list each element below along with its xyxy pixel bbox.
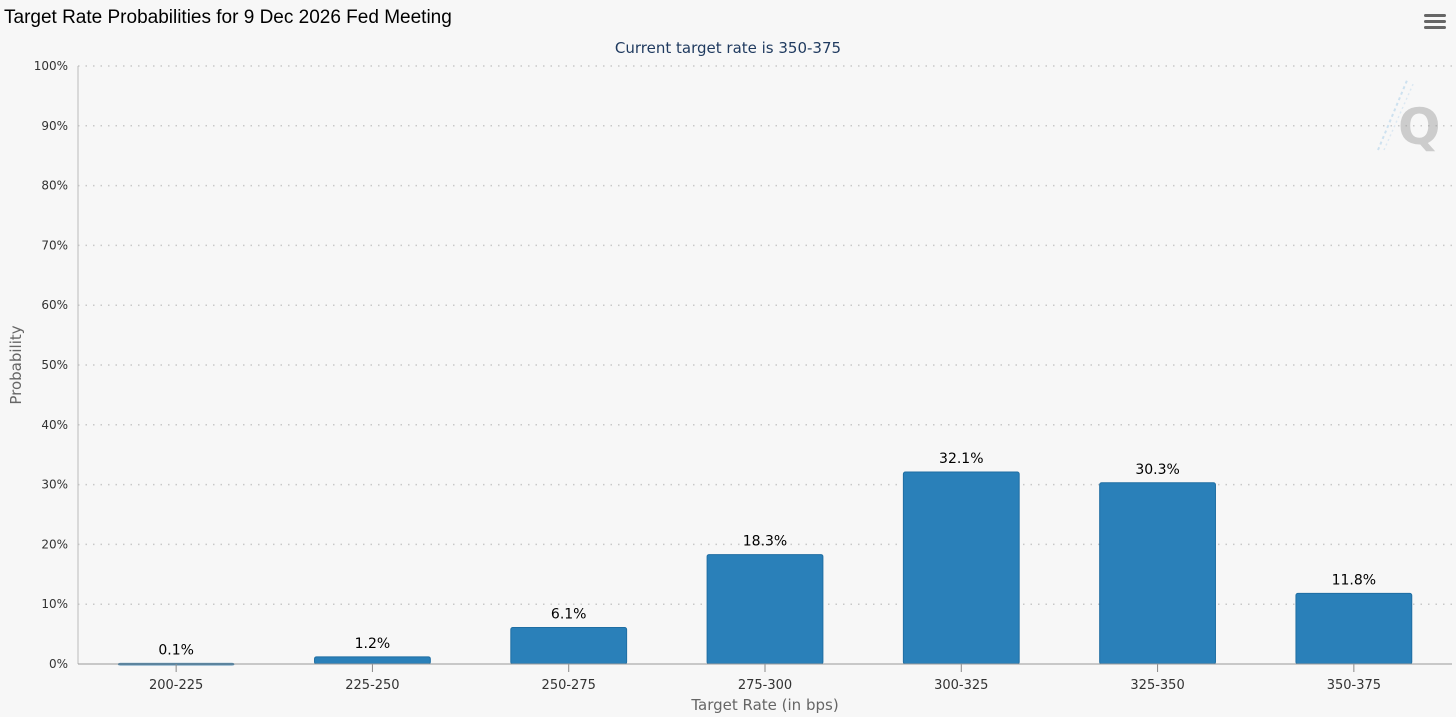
y-tick-label: 50%	[41, 358, 68, 372]
x-tick-label: 200-225	[149, 678, 203, 693]
data-label: 1.2%	[355, 636, 391, 652]
x-tick-label: 275-300	[738, 678, 792, 693]
x-axis-title: Target Rate (in bps)	[690, 696, 838, 714]
data-labels: 0.1% 1.2% 6.1% 18.3% 32.1% 30.3% 11.8%	[158, 451, 1376, 658]
hamburger-menu-icon[interactable]	[1424, 14, 1446, 32]
bar-225-250[interactable]	[314, 656, 431, 665]
data-label: 6.1%	[551, 607, 587, 623]
gridlines	[78, 65, 1452, 605]
data-label: 11.8%	[1332, 572, 1376, 588]
y-axis-ticks: 0% 10% 20% 30% 40% 50% 60% 70% 80% 90% 100%	[34, 59, 68, 671]
data-label: 18.3%	[743, 534, 787, 550]
bars	[117, 471, 1413, 666]
x-tick-label: 325-350	[1130, 678, 1184, 693]
y-tick-label: 80%	[41, 179, 68, 193]
bar-325-350[interactable]	[1099, 482, 1216, 665]
y-tick-label: 20%	[41, 537, 68, 551]
bar-250-275[interactable]	[510, 627, 628, 665]
chart-subtitle: Current target rate is 350-375	[615, 39, 841, 57]
x-axis-ticks: 200-225 225-250 250-275 275-300 300-325 325-3…	[149, 664, 1381, 693]
x-tick-label: 250-275	[542, 678, 596, 693]
y-axis-title: Probability	[7, 325, 25, 404]
y-tick-label: 90%	[41, 119, 68, 133]
data-label: 30.3%	[1135, 462, 1179, 478]
y-tick-label: 0%	[49, 657, 68, 671]
bar-275-300[interactable]	[706, 554, 824, 665]
y-tick-label: 100%	[34, 59, 68, 73]
page-title: Target Rate Probabilities for 9 Dec 2026…	[4, 7, 452, 28]
x-tick-label: 225-250	[345, 678, 399, 693]
y-tick-label: 60%	[41, 298, 68, 312]
x-tick-label: 350-375	[1327, 678, 1381, 693]
y-tick-label: 10%	[41, 597, 68, 611]
bar-350-375[interactable]	[1295, 592, 1413, 665]
y-tick-label: 70%	[41, 238, 68, 252]
svg-text:Q: Q	[1398, 98, 1441, 156]
q-watermark-icon: Q	[1377, 77, 1441, 156]
data-label: 32.1%	[939, 451, 983, 467]
data-label: 0.1%	[158, 642, 194, 658]
y-tick-label: 30%	[41, 478, 68, 492]
x-tick-label: 300-325	[934, 678, 988, 693]
y-tick-label: 40%	[41, 418, 68, 432]
bar-300-325[interactable]	[902, 471, 1020, 665]
